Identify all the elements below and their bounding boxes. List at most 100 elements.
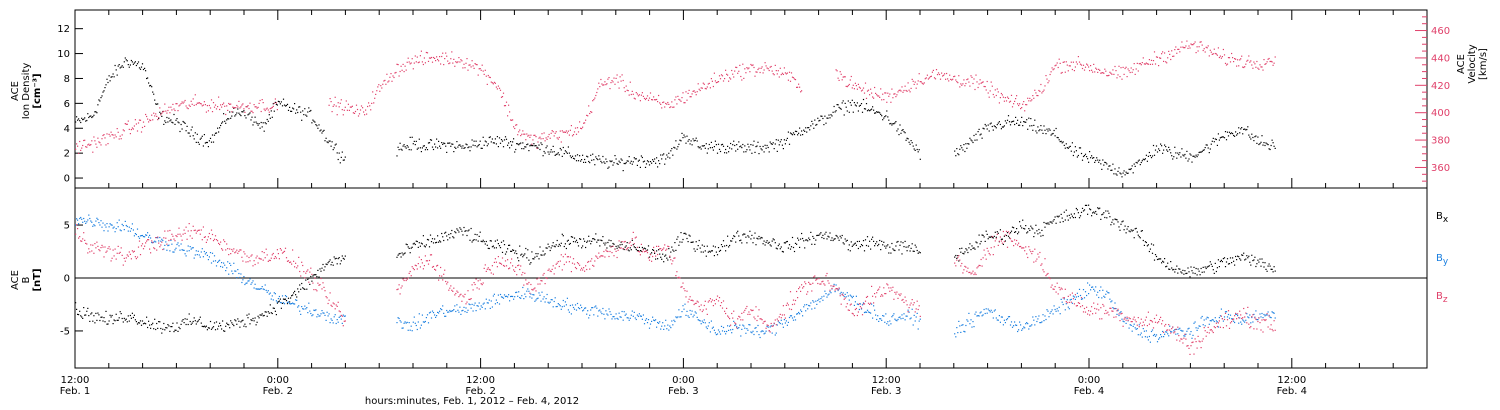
data-point bbox=[1219, 137, 1221, 139]
data-point bbox=[1069, 217, 1071, 219]
data-point bbox=[1190, 331, 1192, 333]
data-point bbox=[331, 261, 333, 263]
data-point bbox=[137, 322, 140, 324]
data-point bbox=[1005, 319, 1008, 321]
data-point bbox=[459, 306, 461, 308]
data-point bbox=[189, 135, 191, 137]
data-point bbox=[676, 148, 678, 150]
data-point bbox=[445, 145, 447, 147]
data-point bbox=[206, 141, 208, 144]
data-point bbox=[1247, 59, 1249, 61]
data-point bbox=[114, 231, 116, 233]
data-point bbox=[142, 236, 145, 238]
data-point bbox=[543, 132, 545, 134]
data-point bbox=[992, 237, 994, 239]
data-point bbox=[329, 140, 331, 142]
data-point bbox=[704, 322, 706, 324]
data-point bbox=[265, 289, 267, 291]
data-point bbox=[518, 264, 520, 266]
data-point bbox=[1059, 141, 1061, 143]
data-point bbox=[596, 158, 598, 160]
data-point bbox=[479, 279, 481, 281]
data-point bbox=[689, 309, 691, 312]
data-point bbox=[276, 104, 278, 106]
data-point bbox=[1166, 265, 1168, 267]
data-point bbox=[806, 239, 808, 241]
data-point bbox=[608, 166, 610, 168]
data-point bbox=[959, 86, 961, 88]
data-point bbox=[302, 287, 304, 289]
data-point bbox=[1231, 318, 1233, 320]
data-point bbox=[682, 137, 684, 139]
data-point bbox=[615, 313, 617, 315]
data-point bbox=[1088, 66, 1090, 68]
data-point bbox=[468, 64, 470, 66]
data-point bbox=[238, 112, 240, 114]
data-point bbox=[200, 229, 202, 231]
data-point bbox=[173, 113, 175, 116]
data-point bbox=[526, 290, 528, 292]
data-point bbox=[100, 220, 102, 222]
data-point bbox=[1011, 120, 1014, 123]
data-point bbox=[885, 247, 887, 249]
data-point bbox=[672, 154, 674, 156]
data-point bbox=[181, 320, 183, 322]
data-point bbox=[515, 291, 517, 294]
data-point bbox=[1006, 119, 1009, 121]
data-point bbox=[1221, 261, 1223, 263]
data-point bbox=[717, 247, 720, 249]
data-point bbox=[1116, 174, 1118, 176]
data-point bbox=[792, 246, 795, 249]
data-point bbox=[1100, 72, 1102, 74]
data-point bbox=[241, 104, 243, 106]
data-point bbox=[823, 237, 825, 240]
data-point bbox=[534, 287, 536, 289]
data-point bbox=[706, 86, 708, 88]
data-point bbox=[93, 224, 95, 226]
data-point bbox=[916, 249, 918, 252]
data-point bbox=[1110, 301, 1112, 303]
data-point bbox=[1124, 174, 1126, 176]
data-point bbox=[1262, 317, 1264, 319]
data-point bbox=[582, 154, 584, 156]
data-point bbox=[1266, 314, 1268, 316]
data-point bbox=[219, 243, 221, 246]
data-point bbox=[332, 105, 334, 107]
data-point bbox=[1025, 121, 1027, 123]
data-point bbox=[866, 110, 869, 112]
y-tick-label: 10 bbox=[57, 49, 70, 60]
data-point bbox=[669, 325, 671, 327]
data-point bbox=[441, 275, 443, 277]
data-point bbox=[800, 309, 802, 311]
data-point bbox=[266, 291, 268, 293]
data-point bbox=[131, 223, 133, 225]
data-point bbox=[214, 260, 217, 262]
data-point bbox=[90, 313, 92, 315]
data-point bbox=[204, 104, 206, 106]
data-point bbox=[1120, 67, 1122, 69]
data-point bbox=[1090, 65, 1092, 67]
data-point bbox=[218, 260, 220, 262]
data-point bbox=[1064, 219, 1066, 221]
data-point bbox=[175, 247, 177, 249]
data-point bbox=[822, 234, 824, 236]
data-point bbox=[1191, 270, 1193, 272]
data-point bbox=[865, 97, 868, 99]
data-point bbox=[519, 129, 521, 131]
data-point bbox=[737, 230, 739, 232]
data-point bbox=[524, 293, 526, 295]
data-point bbox=[715, 82, 717, 84]
data-point bbox=[655, 255, 657, 257]
data-point bbox=[398, 75, 400, 77]
data-point bbox=[1128, 168, 1130, 170]
data-point bbox=[1163, 60, 1165, 62]
data-point bbox=[911, 142, 913, 144]
data-point bbox=[819, 233, 821, 235]
data-point bbox=[1256, 263, 1258, 265]
data-point bbox=[88, 248, 90, 250]
data-point bbox=[497, 243, 499, 245]
data-point bbox=[344, 255, 346, 257]
data-point bbox=[1263, 59, 1265, 61]
data-point bbox=[121, 254, 123, 256]
